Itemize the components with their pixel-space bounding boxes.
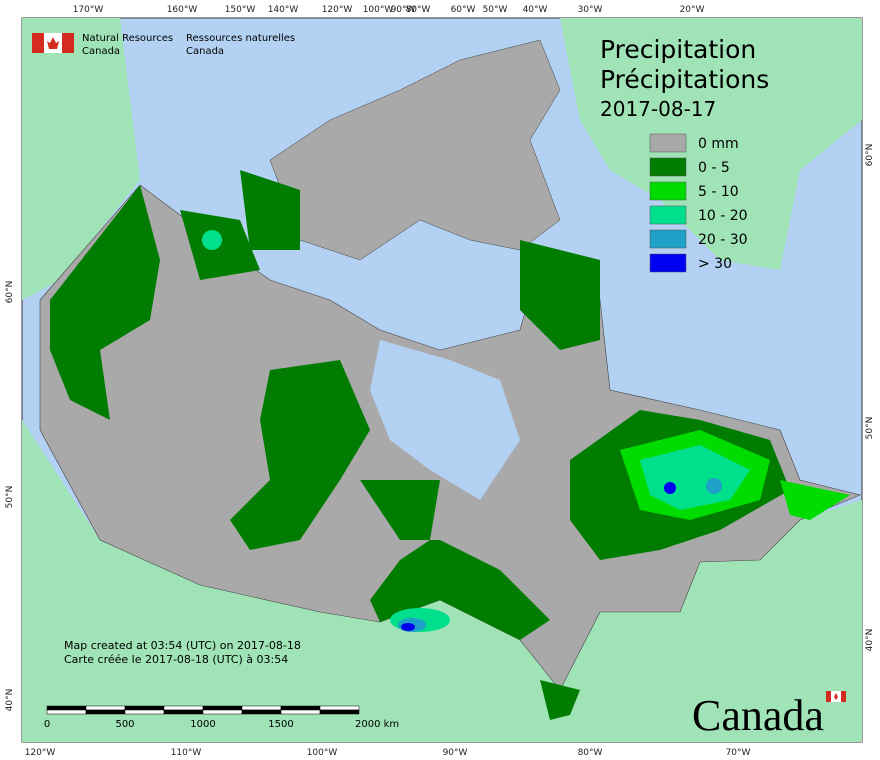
agency-fr: Ressources naturelles (186, 33, 295, 44)
graticule-label: 40°N (865, 629, 875, 652)
agency-fr: Canada (186, 46, 224, 57)
agency-en: Natural Resources (82, 33, 173, 44)
scale-segment (202, 709, 243, 715)
graticule-label: 110°W (171, 748, 202, 758)
graticule-label: 160°W (167, 5, 198, 15)
greenland (560, 18, 862, 270)
legend-swatch (649, 133, 687, 153)
scale-label: 1500 (268, 719, 293, 730)
arctic-islands (269, 39, 561, 261)
scale-segment (319, 709, 360, 715)
hudson-bay (370, 340, 520, 500)
graticule-label: 60°N (5, 281, 15, 304)
legend-label: 20 - 30 (698, 232, 748, 248)
graticule-label: 40°N (5, 689, 15, 712)
graticule-label: 100°W (363, 5, 394, 15)
graticule-label: 50°N (5, 486, 15, 509)
legend-swatch (649, 229, 687, 249)
scale-segment (319, 705, 360, 711)
nrcan-logo (32, 33, 74, 53)
scale-label: 2000 km (355, 719, 399, 730)
graticule-label: 60°N (865, 144, 875, 167)
wordmark: Canada (692, 691, 824, 740)
scale-segment (46, 709, 87, 715)
graticule-label: 30°W (578, 5, 603, 15)
scale-segment (163, 709, 204, 715)
alaska (22, 18, 140, 300)
legend-swatch (649, 205, 687, 225)
scale-segment (202, 705, 243, 711)
graticule-label: 100°W (307, 748, 338, 758)
flag-mark (826, 691, 846, 702)
graticule-label: 40°W (523, 5, 548, 15)
scale-label: 1000 (190, 719, 215, 730)
scale-segment (124, 705, 165, 711)
legend-label: 5 - 10 (698, 184, 739, 200)
graticule-label: 50°W (483, 5, 508, 15)
date: 2017-08-17 (600, 97, 716, 121)
graticule-label: 120°W (322, 5, 353, 15)
scale-segment (163, 705, 204, 711)
scale-segment (280, 709, 321, 715)
legend-label: 10 - 20 (698, 208, 748, 224)
agency-en: Canada (82, 46, 120, 57)
graticule-label: 50°N (865, 417, 875, 440)
note: Carte créée le 2017-08-18 (UTC) à 03:54 (64, 653, 288, 666)
graticule-label: 140°W (268, 5, 299, 15)
scale-segment (46, 705, 87, 711)
scale-segment (241, 705, 282, 711)
note: Map created at 03:54 (UTC) on 2017-08-18 (64, 639, 301, 652)
legend-swatch (649, 253, 687, 273)
scale-segment (124, 709, 165, 715)
graticule-label: 80°W (406, 5, 431, 15)
legend-swatch (649, 157, 687, 177)
graticule-label: 80°W (578, 748, 603, 758)
scale-segment (85, 709, 126, 715)
scale-segment (280, 705, 321, 711)
graticule-label: 120°W (25, 748, 56, 758)
graticule-label: 20°W (680, 5, 705, 15)
graticule-label: 70°W (726, 748, 751, 758)
precipitation-areas (50, 170, 850, 720)
usa (22, 420, 862, 742)
legend-label: 0 mm (698, 136, 739, 152)
scale-segment (241, 709, 282, 715)
legend-label: 0 - 5 (698, 160, 730, 176)
graticule-label: 90°W (391, 5, 416, 15)
scale-label: 500 (115, 719, 134, 730)
graticule-label: 170°W (73, 5, 104, 15)
legend-swatch (649, 181, 687, 201)
title: Précipitations (600, 65, 769, 94)
graticule-label: 90°W (443, 748, 468, 758)
graticule-label: 60°W (451, 5, 476, 15)
legend-label: > 30 (698, 256, 732, 272)
title: Precipitation (600, 35, 756, 64)
graticule-label: 150°W (225, 5, 256, 15)
scale-segment (85, 705, 126, 711)
scale-label: 0 (44, 719, 50, 730)
